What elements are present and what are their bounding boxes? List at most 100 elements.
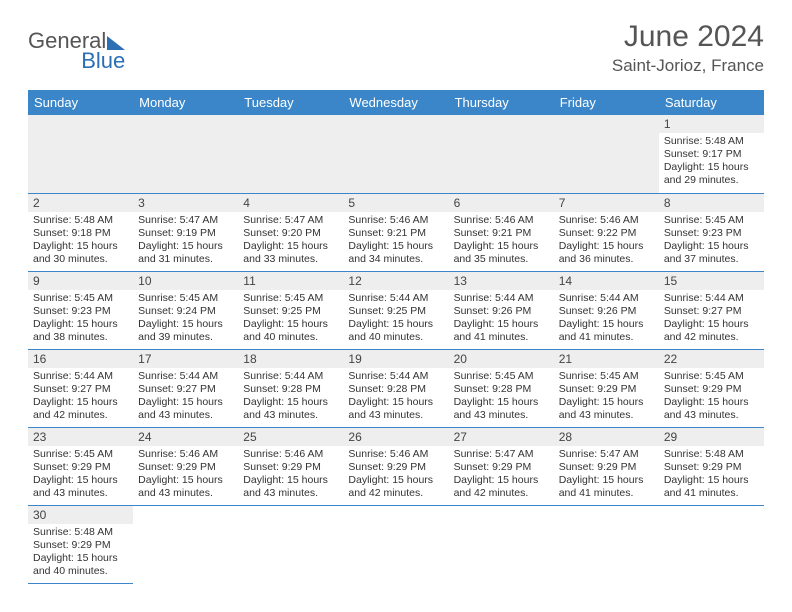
day-detail: Sunrise: 5:48 AMSunset: 9:17 PMDaylight:… [659, 133, 764, 191]
calendar-day-cell: 15Sunrise: 5:44 AMSunset: 9:27 PMDayligh… [659, 271, 764, 349]
calendar-day-cell: 16Sunrise: 5:44 AMSunset: 9:27 PMDayligh… [28, 349, 133, 427]
calendar-day-cell: 22Sunrise: 5:45 AMSunset: 9:29 PMDayligh… [659, 349, 764, 427]
logo: GeneralBlue [28, 28, 125, 74]
day-number: 17 [133, 350, 238, 368]
calendar-day-cell: 13Sunrise: 5:44 AMSunset: 9:26 PMDayligh… [449, 271, 554, 349]
calendar-page: GeneralBlue June 2024 Saint-Jorioz, Fran… [0, 0, 792, 604]
header: GeneralBlue June 2024 Saint-Jorioz, Fran… [28, 20, 764, 76]
day-number: 4 [238, 194, 343, 212]
day-detail: Sunrise: 5:47 AMSunset: 9:29 PMDaylight:… [554, 446, 659, 504]
day-detail: Sunrise: 5:45 AMSunset: 9:25 PMDaylight:… [238, 290, 343, 348]
calendar-empty-cell [238, 505, 343, 583]
calendar-empty-cell [449, 115, 554, 193]
logo-text-blue: Blue [81, 48, 125, 73]
day-detail: Sunrise: 5:44 AMSunset: 9:25 PMDaylight:… [343, 290, 448, 348]
weekday-header: Wednesday [343, 90, 448, 115]
day-number: 11 [238, 272, 343, 290]
day-number: 5 [343, 194, 448, 212]
calendar-week-row: 2Sunrise: 5:48 AMSunset: 9:18 PMDaylight… [28, 193, 764, 271]
day-number: 22 [659, 350, 764, 368]
day-number: 23 [28, 428, 133, 446]
calendar-week-row: 9Sunrise: 5:45 AMSunset: 9:23 PMDaylight… [28, 271, 764, 349]
calendar-empty-cell [659, 505, 764, 583]
calendar-day-cell: 8Sunrise: 5:45 AMSunset: 9:23 PMDaylight… [659, 193, 764, 271]
day-number: 30 [28, 506, 133, 524]
weekday-header: Thursday [449, 90, 554, 115]
day-number: 28 [554, 428, 659, 446]
calendar-empty-cell [554, 505, 659, 583]
calendar-empty-cell [343, 115, 448, 193]
day-number: 18 [238, 350, 343, 368]
day-number: 19 [343, 350, 448, 368]
day-detail: Sunrise: 5:45 AMSunset: 9:23 PMDaylight:… [28, 290, 133, 348]
weekday-header: Monday [133, 90, 238, 115]
calendar-empty-cell [449, 505, 554, 583]
day-number: 8 [659, 194, 764, 212]
calendar-empty-cell [133, 115, 238, 193]
calendar-week-row: 30Sunrise: 5:48 AMSunset: 9:29 PMDayligh… [28, 505, 764, 583]
day-detail: Sunrise: 5:47 AMSunset: 9:19 PMDaylight:… [133, 212, 238, 270]
day-number: 12 [343, 272, 448, 290]
page-title: June 2024 [612, 20, 764, 54]
calendar-day-cell: 17Sunrise: 5:44 AMSunset: 9:27 PMDayligh… [133, 349, 238, 427]
day-number: 6 [449, 194, 554, 212]
day-detail: Sunrise: 5:44 AMSunset: 9:28 PMDaylight:… [343, 368, 448, 426]
calendar-day-cell: 12Sunrise: 5:44 AMSunset: 9:25 PMDayligh… [343, 271, 448, 349]
weekday-header: Tuesday [238, 90, 343, 115]
day-number: 29 [659, 428, 764, 446]
weekday-header: Friday [554, 90, 659, 115]
day-number: 2 [28, 194, 133, 212]
calendar-week-row: 16Sunrise: 5:44 AMSunset: 9:27 PMDayligh… [28, 349, 764, 427]
calendar-day-cell: 28Sunrise: 5:47 AMSunset: 9:29 PMDayligh… [554, 427, 659, 505]
day-detail: Sunrise: 5:46 AMSunset: 9:21 PMDaylight:… [343, 212, 448, 270]
day-detail: Sunrise: 5:44 AMSunset: 9:27 PMDaylight:… [659, 290, 764, 348]
calendar-day-cell: 11Sunrise: 5:45 AMSunset: 9:25 PMDayligh… [238, 271, 343, 349]
day-detail: Sunrise: 5:45 AMSunset: 9:29 PMDaylight:… [554, 368, 659, 426]
calendar-day-cell: 20Sunrise: 5:45 AMSunset: 9:28 PMDayligh… [449, 349, 554, 427]
calendar-day-cell: 9Sunrise: 5:45 AMSunset: 9:23 PMDaylight… [28, 271, 133, 349]
day-detail: Sunrise: 5:45 AMSunset: 9:29 PMDaylight:… [28, 446, 133, 504]
calendar-day-cell: 2Sunrise: 5:48 AMSunset: 9:18 PMDaylight… [28, 193, 133, 271]
day-detail: Sunrise: 5:44 AMSunset: 9:26 PMDaylight:… [449, 290, 554, 348]
calendar-empty-cell [554, 115, 659, 193]
calendar-day-cell: 27Sunrise: 5:47 AMSunset: 9:29 PMDayligh… [449, 427, 554, 505]
day-detail: Sunrise: 5:47 AMSunset: 9:29 PMDaylight:… [449, 446, 554, 504]
day-number: 21 [554, 350, 659, 368]
calendar-day-cell: 14Sunrise: 5:44 AMSunset: 9:26 PMDayligh… [554, 271, 659, 349]
day-number: 14 [554, 272, 659, 290]
day-number: 15 [659, 272, 764, 290]
day-detail: Sunrise: 5:44 AMSunset: 9:28 PMDaylight:… [238, 368, 343, 426]
calendar-day-cell: 18Sunrise: 5:44 AMSunset: 9:28 PMDayligh… [238, 349, 343, 427]
calendar-day-cell: 5Sunrise: 5:46 AMSunset: 9:21 PMDaylight… [343, 193, 448, 271]
day-detail: Sunrise: 5:48 AMSunset: 9:29 PMDaylight:… [659, 446, 764, 504]
page-subtitle: Saint-Jorioz, France [612, 56, 764, 76]
calendar-empty-cell [28, 115, 133, 193]
day-detail: Sunrise: 5:48 AMSunset: 9:18 PMDaylight:… [28, 212, 133, 270]
day-number: 20 [449, 350, 554, 368]
day-detail: Sunrise: 5:45 AMSunset: 9:29 PMDaylight:… [659, 368, 764, 426]
day-detail: Sunrise: 5:45 AMSunset: 9:24 PMDaylight:… [133, 290, 238, 348]
day-detail: Sunrise: 5:44 AMSunset: 9:26 PMDaylight:… [554, 290, 659, 348]
calendar-day-cell: 3Sunrise: 5:47 AMSunset: 9:19 PMDaylight… [133, 193, 238, 271]
calendar-day-cell: 23Sunrise: 5:45 AMSunset: 9:29 PMDayligh… [28, 427, 133, 505]
calendar-day-cell: 7Sunrise: 5:46 AMSunset: 9:22 PMDaylight… [554, 193, 659, 271]
day-detail: Sunrise: 5:46 AMSunset: 9:29 PMDaylight:… [343, 446, 448, 504]
calendar-day-cell: 19Sunrise: 5:44 AMSunset: 9:28 PMDayligh… [343, 349, 448, 427]
calendar-day-cell: 6Sunrise: 5:46 AMSunset: 9:21 PMDaylight… [449, 193, 554, 271]
day-number: 9 [28, 272, 133, 290]
day-number: 24 [133, 428, 238, 446]
day-number: 13 [449, 272, 554, 290]
day-number: 25 [238, 428, 343, 446]
day-detail: Sunrise: 5:48 AMSunset: 9:29 PMDaylight:… [28, 524, 133, 582]
calendar-day-cell: 4Sunrise: 5:47 AMSunset: 9:20 PMDaylight… [238, 193, 343, 271]
day-number: 10 [133, 272, 238, 290]
calendar-week-row: 23Sunrise: 5:45 AMSunset: 9:29 PMDayligh… [28, 427, 764, 505]
weekday-header: Saturday [659, 90, 764, 115]
day-number: 27 [449, 428, 554, 446]
title-block: June 2024 Saint-Jorioz, France [612, 20, 764, 76]
calendar-day-cell: 10Sunrise: 5:45 AMSunset: 9:24 PMDayligh… [133, 271, 238, 349]
calendar-body: 1Sunrise: 5:48 AMSunset: 9:17 PMDaylight… [28, 115, 764, 583]
calendar-day-cell: 26Sunrise: 5:46 AMSunset: 9:29 PMDayligh… [343, 427, 448, 505]
calendar-empty-cell [343, 505, 448, 583]
calendar-day-cell: 21Sunrise: 5:45 AMSunset: 9:29 PMDayligh… [554, 349, 659, 427]
